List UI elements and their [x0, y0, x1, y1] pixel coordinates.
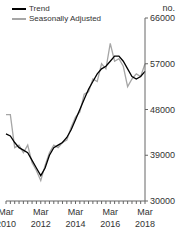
- html-text:Trend: Trend: [29, 4, 50, 13]
- html-text:Seasonally Adjusted: Seasonally Adjusted: [29, 14, 102, 23]
- svg-text:30000: 30000: [150, 196, 173, 206]
- html-text:no.: no.: [162, 3, 175, 13]
- svg-text:48000: 48000: [150, 105, 173, 115]
- svg-text:Mar2012: Mar2012: [31, 207, 51, 229]
- svg-text:66000: 66000: [150, 13, 173, 23]
- svg-text:Mar2016: Mar2016: [100, 207, 120, 229]
- svg-text:Mar2014: Mar2014: [65, 207, 85, 229]
- svg-text:Mar2018: Mar2018: [135, 207, 155, 229]
- svg-text:39000: 39000: [150, 150, 173, 160]
- svg-text:Mar2010: Mar2010: [8, 207, 16, 229]
- svg-text:57000: 57000: [150, 59, 173, 69]
